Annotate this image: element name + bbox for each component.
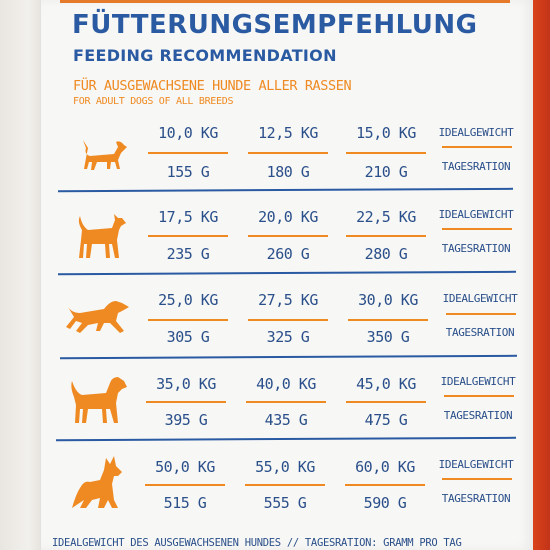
tagesration-label: TAGESRATION <box>445 326 515 339</box>
ration-value: 280 G <box>364 245 408 263</box>
weight-value: 40,0 KG <box>256 375 316 393</box>
top-accent-line <box>60 0 510 3</box>
shepherd-dog-icon <box>70 454 126 512</box>
weight-value: 10,0 KG <box>158 124 218 142</box>
title-english: FEEDING RECOMMENDATION <box>73 46 337 65</box>
subtitle-german: FÜR AUSGEWACHSENE HUNDE ALLER RASSEN <box>73 78 352 94</box>
ration-value: 395 G <box>164 411 208 429</box>
feeding-row: 35,0 KG 395 G 40,0 KG 435 G 45,0 KG 475 … <box>58 367 518 449</box>
weight-underline <box>146 401 226 403</box>
title-german: FÜTTERUNGSEMPFEHLUNG <box>72 10 478 40</box>
ration-value: 590 G <box>363 494 407 512</box>
weight-value: 22,5 KG <box>356 208 416 226</box>
weight-value: 27,5 KG <box>258 291 318 309</box>
tagesration-label: TAGESRATION <box>441 492 511 505</box>
feeding-label <box>40 0 533 550</box>
feeding-row: 25,0 KG 305 G 27,5 KG 325 G 30,0 KG 350 … <box>58 283 518 365</box>
subtitle-english: FOR ADULT DOGS OF ALL BREEDS <box>73 96 234 107</box>
idealgewicht-label: IDEALGEWICHT <box>438 458 514 471</box>
weight-underline <box>248 235 328 237</box>
tagesration-label: TAGESRATION <box>441 242 511 255</box>
idealgewicht-label: IDEALGEWICHT <box>438 208 514 221</box>
ration-value: 180 G <box>266 163 310 181</box>
label-underline <box>442 478 512 480</box>
idealgewicht-label: IDEALGEWICHT <box>442 292 518 305</box>
medium-dog-icon <box>76 212 128 262</box>
weight-underline <box>246 401 326 403</box>
footer-note: IDEALGEWICHT DES AUSGEWACHSENEN HUNDES /… <box>52 537 462 549</box>
weight-value: 15,0 KG <box>356 124 416 142</box>
weight-value: 45,0 KG <box>356 375 416 393</box>
ration-value: 555 G <box>263 494 307 512</box>
large-dog-icon <box>70 373 128 427</box>
running-dog-icon <box>66 297 132 337</box>
feeding-row: 10,0 KG 155 G 12,5 KG 180 G 15,0 KG 210 … <box>58 118 518 200</box>
weight-value: 35,0 KG <box>156 375 216 393</box>
tagesration-label: TAGESRATION <box>443 409 513 422</box>
ration-value: 210 G <box>364 163 408 181</box>
weight-underline <box>248 152 328 154</box>
weight-value: 12,5 KG <box>258 124 318 142</box>
ration-value: 325 G <box>266 328 310 346</box>
feeding-row: 17,5 KG 235 G 20,0 KG 260 G 22,5 KG 280 … <box>58 200 518 282</box>
weight-value: 60,0 KG <box>355 458 415 476</box>
label-underline <box>442 146 512 148</box>
ration-value: 235 G <box>166 245 210 263</box>
weight-underline <box>245 484 325 486</box>
ration-value: 475 G <box>364 411 408 429</box>
feeding-row: 50,0 KG 515 G 55,0 KG 555 G 60,0 KG 590 … <box>58 450 518 532</box>
weight-value: 30,0 KG <box>358 291 418 309</box>
ration-value: 435 G <box>264 411 308 429</box>
label-underline <box>444 395 514 397</box>
idealgewicht-label: IDEALGEWICHT <box>438 126 514 139</box>
small-dog-icon <box>80 138 128 172</box>
weight-underline <box>145 484 225 486</box>
weight-value: 17,5 KG <box>158 208 218 226</box>
tagesration-label: TAGESRATION <box>441 160 511 173</box>
weight-value: 20,0 KG <box>258 208 318 226</box>
weight-underline <box>148 235 228 237</box>
weight-underline <box>346 401 426 403</box>
weight-underline <box>345 484 425 486</box>
weight-value: 25,0 KG <box>158 291 218 309</box>
ration-value: 260 G <box>266 245 310 263</box>
weight-underline <box>148 152 228 154</box>
weight-underline <box>348 319 428 321</box>
label-underline <box>442 228 512 230</box>
ration-value: 350 G <box>366 328 410 346</box>
idealgewicht-label: IDEALGEWICHT <box>440 375 516 388</box>
weight-underline <box>346 235 426 237</box>
ration-value: 155 G <box>166 163 210 181</box>
weight-underline <box>248 319 328 321</box>
weight-value: 55,0 KG <box>255 458 315 476</box>
label-underline <box>446 313 516 315</box>
ration-value: 515 G <box>163 494 207 512</box>
weight-underline <box>148 319 228 321</box>
ration-value: 305 G <box>166 328 210 346</box>
weight-value: 50,0 KG <box>155 458 215 476</box>
weight-underline <box>346 152 426 154</box>
